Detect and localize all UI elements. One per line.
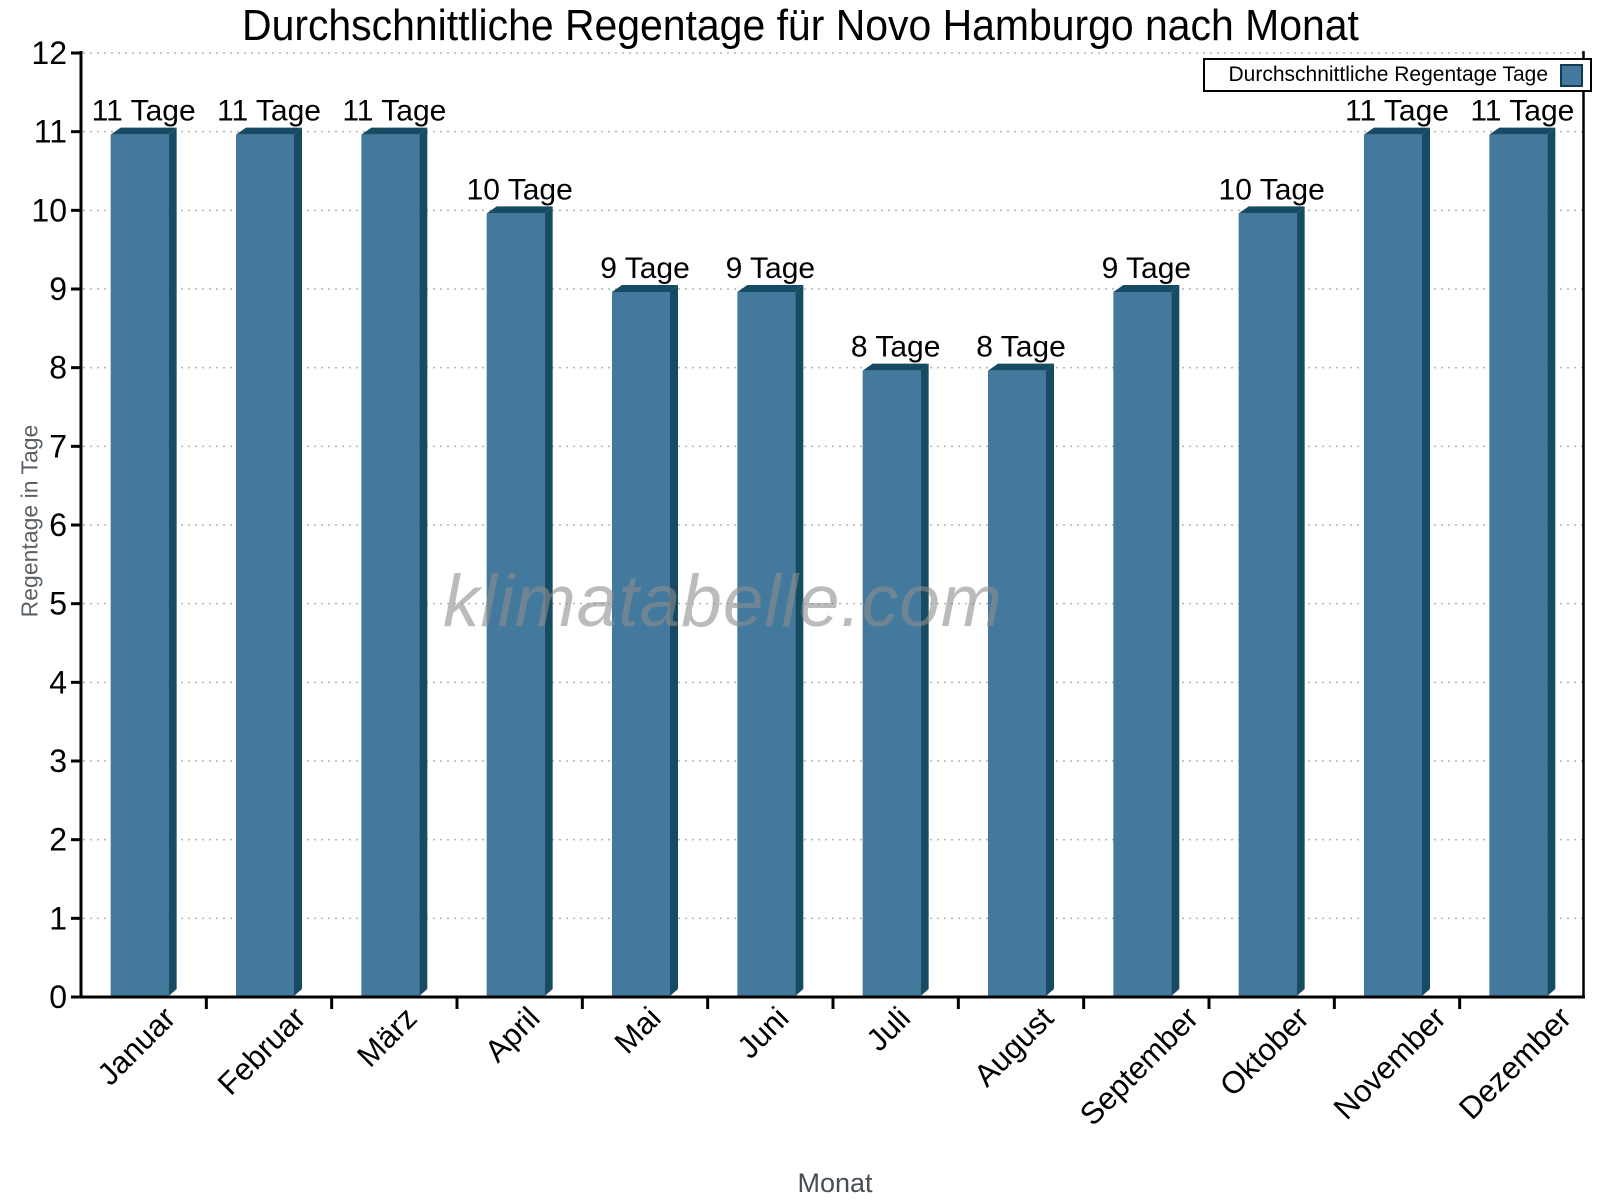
bar: [612, 292, 670, 996]
y-tick-label: 7: [49, 428, 67, 464]
bar-value-label: 10 Tage: [467, 173, 573, 206]
bar-value-label: 11 Tage: [342, 95, 446, 128]
bar-value-label: 10 Tage: [1219, 173, 1325, 206]
bar-side-shade: [1046, 363, 1054, 997]
bar-side-shade: [419, 127, 428, 996]
bar: [862, 370, 921, 997]
bar-side-shade: [294, 127, 302, 996]
bar-value-label: 11 Tage: [1345, 95, 1449, 128]
bar-top-bevel: [110, 127, 177, 135]
bar-side-shade: [1171, 285, 1180, 996]
bar: [1489, 134, 1548, 996]
bar-side-shade: [670, 285, 678, 996]
y-tick-label: 5: [49, 586, 67, 622]
bar-side-shade: [544, 206, 553, 997]
x-tick-label: August: [967, 1000, 1060, 1093]
bar-top-bevel: [361, 127, 428, 135]
bar-top-bevel: [737, 285, 804, 292]
bar-top-bevel: [1238, 206, 1305, 214]
bar-top-bevel: [1489, 127, 1556, 135]
bar-side-shade: [1296, 206, 1305, 997]
bar-side-shade: [1547, 127, 1556, 996]
x-tick-label: Juli: [859, 1000, 917, 1058]
y-tick-label: 2: [49, 822, 67, 858]
bar: [361, 134, 420, 996]
bar-value-label: 8 Tage: [851, 331, 941, 364]
y-tick-label: 8: [49, 350, 67, 386]
x-tick-label: Juni: [730, 1000, 795, 1065]
x-axis-title: Monat: [797, 1168, 873, 1198]
bar-top-bevel: [1113, 285, 1180, 292]
x-tick-label: September: [1073, 1000, 1205, 1132]
bar: [1364, 134, 1422, 996]
y-tick-label: 6: [49, 507, 67, 543]
bar-value-label: 9 Tage: [726, 252, 816, 285]
bar-value-label: 8 Tage: [976, 331, 1066, 364]
y-tick-label: 4: [49, 664, 67, 700]
x-tick-label: November: [1327, 1000, 1453, 1126]
y-tick-label: 9: [49, 271, 67, 307]
bar: [110, 134, 169, 996]
y-tick-label: 0: [49, 979, 67, 1015]
bar-top-bevel: [486, 206, 553, 214]
y-tick-label: 11: [34, 114, 67, 150]
x-tick-label: Oktober: [1213, 1000, 1316, 1103]
bar: [1113, 292, 1172, 996]
bar-side-shade: [795, 285, 804, 996]
y-tick-label: 1: [49, 900, 67, 936]
bar-side-shade: [1422, 127, 1430, 996]
bar-side-shade: [168, 127, 177, 996]
x-tick-label: Februar: [211, 1000, 313, 1102]
chart-title-text: Durchschnittliche Regentage für Novo Ham…: [241, 1, 1359, 50]
bar-top-bevel: [1364, 127, 1430, 135]
chart-title: Durchschnittliche Regentage für Novo Ham…: [0, 0, 1600, 52]
bar-value-label: 11 Tage: [92, 95, 196, 128]
bar: [236, 134, 294, 996]
y-tick-label: 10: [31, 192, 67, 228]
bar: [1238, 213, 1297, 997]
x-tick-label: Dezember: [1452, 1000, 1578, 1126]
bar-value-label: 9 Tage: [600, 252, 690, 285]
bar: [737, 292, 796, 996]
bar-top-bevel: [988, 363, 1054, 371]
watermark: klimatabelle.com: [443, 561, 1003, 642]
legend-swatch-icon: [1560, 63, 1583, 87]
bar: [988, 370, 1046, 997]
legend: Durchschnittliche Regentage Tage: [1203, 58, 1592, 92]
bar-value-label: 11 Tage: [1470, 95, 1574, 128]
bar-top-bevel: [612, 285, 678, 292]
bar-side-shade: [920, 363, 929, 997]
y-tick-label: 3: [49, 743, 67, 779]
x-tick-label: März: [350, 1000, 423, 1073]
bar-value-label: 11 Tage: [217, 95, 321, 128]
bar-top-bevel: [862, 363, 929, 371]
x-tick-label: Januar: [90, 1000, 182, 1092]
y-tick-label: 12: [31, 35, 67, 71]
bar: [486, 213, 545, 997]
bar-value-label: 9 Tage: [1102, 252, 1192, 285]
x-tick-label: Mai: [608, 1000, 668, 1060]
bar-top-bevel: [236, 127, 302, 135]
x-tick-label: April: [478, 1000, 547, 1069]
legend-label: Durchschnittliche Regentage Tage: [1228, 63, 1548, 86]
